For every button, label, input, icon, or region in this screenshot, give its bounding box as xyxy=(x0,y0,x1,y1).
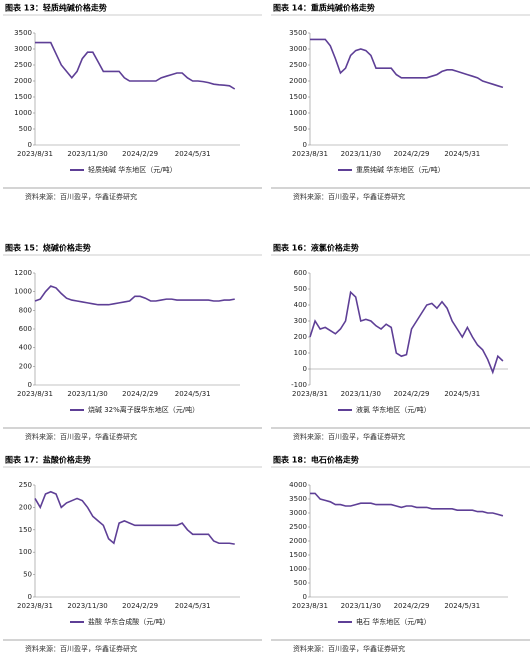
y-tick-label: 100 xyxy=(294,349,307,357)
y-tick-label: 2500 xyxy=(14,61,32,69)
x-tick-label: 2024/5/31 xyxy=(175,602,211,610)
source-note: 资料来源：百川盈孚，华鑫证券研究 xyxy=(25,644,137,653)
x-tick-label: 2023/8/31 xyxy=(17,150,53,158)
y-tick-label: 0 xyxy=(28,593,32,601)
figure-title: 图表 14：重质纯碱价格走势 xyxy=(273,3,375,13)
y-tick-label: 200 xyxy=(19,362,32,370)
y-tick-label: 1000 xyxy=(14,109,32,117)
y-tick-label: 800 xyxy=(19,306,32,314)
y-tick-label: 300 xyxy=(294,317,307,325)
x-tick-label: 2023/8/31 xyxy=(292,602,328,610)
figure-title: 图表 15：烧碱价格走势 xyxy=(5,243,91,253)
figure-title: 图表 17：盐酸价格走势 xyxy=(5,455,91,465)
x-tick-label: 2024/5/31 xyxy=(444,602,480,610)
x-tick-label: 2024/2/29 xyxy=(394,602,430,610)
y-tick-label: 400 xyxy=(19,344,32,352)
price-line xyxy=(34,285,235,306)
y-tick-label: 1000 xyxy=(14,288,32,296)
y-tick-label: 100 xyxy=(19,548,32,556)
y-tick-label: 50 xyxy=(23,571,32,579)
y-tick-label: 1000 xyxy=(289,109,307,117)
x-tick-label: 2023/11/30 xyxy=(67,602,107,610)
y-tick-label: 250 xyxy=(19,481,32,489)
figure-title: 图表 18：电石价格走势 xyxy=(273,455,359,465)
y-tick-label: 0 xyxy=(303,365,307,373)
y-tick-label: -100 xyxy=(291,381,307,389)
y-tick-label: 2000 xyxy=(14,77,32,85)
y-tick-label: 2500 xyxy=(289,523,307,531)
source-note: 资料来源：百川盈孚，华鑫证券研究 xyxy=(293,644,405,653)
x-tick-label: 2024/5/31 xyxy=(444,390,480,398)
y-tick-label: 600 xyxy=(19,325,32,333)
y-tick-label: 1200 xyxy=(14,269,32,277)
price-line xyxy=(310,492,504,517)
x-tick-label: 2023/8/31 xyxy=(17,602,53,610)
legend-label: 盐酸 华东合成酸（元/吨） xyxy=(88,617,170,626)
y-tick-label: 200 xyxy=(19,503,32,511)
y-tick-label: 200 xyxy=(294,333,307,341)
x-tick-label: 2024/5/31 xyxy=(444,150,480,158)
y-tick-label: 0 xyxy=(28,141,32,149)
legend-label: 轻质纯碱 华东地区（元/吨） xyxy=(88,165,177,174)
x-tick-label: 2023/11/30 xyxy=(341,150,381,158)
y-tick-label: 3000 xyxy=(14,45,32,53)
y-tick-label: 400 xyxy=(294,301,307,309)
price-line xyxy=(34,490,235,545)
y-tick-label: 3500 xyxy=(14,29,32,37)
y-tick-label: 4000 xyxy=(289,481,307,489)
x-tick-label: 2023/8/31 xyxy=(17,390,53,398)
y-tick-label: 0 xyxy=(303,593,307,601)
figure-title: 图表 16：液氯价格走势 xyxy=(273,243,359,253)
legend-label: 烧碱 32%离子膜华东地区（元/吨） xyxy=(88,405,199,414)
source-note: 资料来源：百川盈孚，华鑫证券研究 xyxy=(25,432,137,441)
x-tick-label: 2023/11/30 xyxy=(67,150,107,158)
y-tick-label: 3500 xyxy=(289,29,307,37)
x-tick-label: 2023/8/31 xyxy=(292,150,328,158)
y-tick-label: 500 xyxy=(294,125,307,133)
x-tick-label: 2024/2/29 xyxy=(122,150,158,158)
y-tick-label: 2500 xyxy=(289,61,307,69)
y-tick-label: 150 xyxy=(19,526,32,534)
x-tick-label: 2024/2/29 xyxy=(122,390,158,398)
x-tick-label: 2024/2/29 xyxy=(394,150,430,158)
legend-label: 电石 华东地区（元/吨） xyxy=(356,617,431,626)
y-tick-label: 3500 xyxy=(289,495,307,503)
y-tick-label: 0 xyxy=(303,141,307,149)
source-note: 资料来源：百川盈孚，华鑫证券研究 xyxy=(293,192,405,201)
y-tick-label: 1000 xyxy=(289,565,307,573)
y-tick-label: 2000 xyxy=(289,537,307,545)
y-tick-label: 3000 xyxy=(289,45,307,53)
y-tick-label: 0 xyxy=(28,381,32,389)
x-tick-label: 2024/2/29 xyxy=(394,390,430,398)
y-tick-label: 1500 xyxy=(289,551,307,559)
x-tick-label: 2023/11/30 xyxy=(341,390,381,398)
price-line xyxy=(35,41,236,90)
y-tick-label: 500 xyxy=(294,579,307,587)
price-line xyxy=(309,290,504,375)
y-tick-label: 500 xyxy=(294,285,307,293)
source-note: 资料来源：百川盈孚，华鑫证券研究 xyxy=(293,432,405,441)
y-tick-label: 3000 xyxy=(289,509,307,517)
y-tick-label: 1500 xyxy=(14,93,32,101)
x-tick-label: 2024/5/31 xyxy=(175,390,211,398)
y-tick-label: 600 xyxy=(294,269,307,277)
price-line xyxy=(310,38,504,89)
x-tick-label: 2023/11/30 xyxy=(67,390,107,398)
x-tick-label: 2024/2/29 xyxy=(122,602,158,610)
legend-label: 重质纯碱 华东地区（元/吨） xyxy=(356,165,445,174)
y-tick-label: 500 xyxy=(19,125,32,133)
y-tick-label: 1500 xyxy=(289,93,307,101)
figure-title: 图表 13：轻质纯碱价格走势 xyxy=(5,3,107,13)
legend-label: 液氯 华东地区（元/吨） xyxy=(356,405,431,414)
source-note: 资料来源：百川盈孚，华鑫证券研究 xyxy=(25,192,137,201)
x-tick-label: 2023/8/31 xyxy=(292,390,328,398)
x-tick-label: 2024/5/31 xyxy=(175,150,211,158)
y-tick-label: 2000 xyxy=(289,77,307,85)
x-tick-label: 2023/11/30 xyxy=(341,602,381,610)
